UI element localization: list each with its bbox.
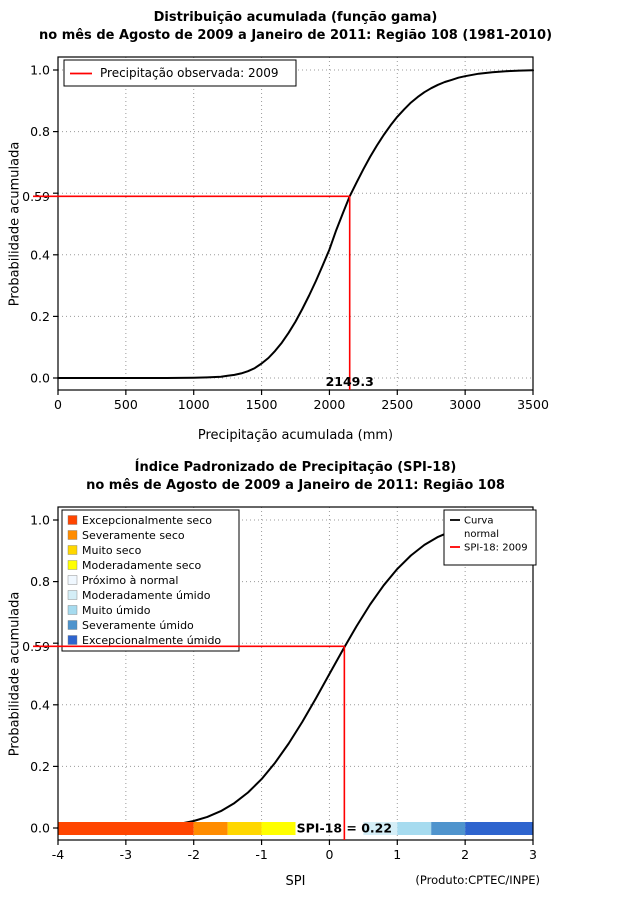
spi-category-legend-box [61, 509, 240, 652]
spi-category-label: Excepcionalmente seco [82, 514, 212, 527]
x-axis-tick-label: 3000 [449, 397, 481, 412]
spi-colorbar-segment [465, 822, 533, 835]
legend-item-label: normal [464, 529, 499, 540]
x-axis-tick-label: 0 [325, 847, 333, 862]
y-axis-tick-label: 0.8 [30, 574, 50, 589]
y-axis-tick-label: 0.0 [30, 821, 50, 836]
spi-colorbar-segment [261, 822, 296, 835]
y-axis-tick-label: 0.0 [30, 371, 50, 386]
spi-category-swatch [67, 530, 78, 540]
spi-colorbar-segment [58, 822, 194, 835]
spi-category-label: Próximo à normal [82, 574, 178, 587]
x-axis-tick-label: -1 [255, 847, 267, 862]
spi-category-label: Muito úmido [82, 604, 151, 617]
plot-border [57, 506, 534, 841]
y-axis-title: Probabilidade acumulada [7, 591, 23, 757]
x-axis-tick-label: 2 [461, 847, 469, 862]
spi-category-label: Severamente seco [82, 529, 185, 542]
x-axis-tick-label: -2 [187, 847, 199, 862]
x-axis-tick-label: 3500 [517, 397, 549, 412]
cdf-curve [57, 69, 534, 379]
spi-colorbar-segment [363, 822, 398, 835]
spi-cdf-plot: -4 -3 -2 -1 0 1 2 30.00.20.40.81.00.59Excepcion… [22, 506, 537, 862]
observed-value-label: 2149.3 [326, 374, 374, 389]
spi-category-swatch [67, 620, 78, 630]
legend-item-label: Precipitação observada: 2009 [100, 66, 278, 80]
observed-value-label: SPI-18 = 0.22 [297, 821, 392, 836]
chart-subtitle: no mês de Agosto de 2009 a Janeiro de 20… [38, 28, 553, 43]
chart-title: Distribuição acumulada (função gama) [153, 10, 438, 25]
spi-category-label: Severamente úmido [82, 619, 194, 632]
precipitation-cdf-plot: 0 500 1000 1500 2000 2500 3000 3500 0.0 0.2 0.4 0.8… [22, 56, 549, 412]
spi-colorbar-segment [397, 822, 432, 835]
legend-item-label: SPI-18: 2009 [464, 543, 528, 554]
spi-colorbar-segment [295, 822, 364, 835]
chart-title-block: Índice Padronizado de Precipitação (SPI-… [0, 459, 591, 495]
chart-subtitle: no mês de Agosto de 2009 a Janeiro de 20… [86, 478, 505, 493]
product-credit: (Produto:CPTEC/INPE) [415, 873, 540, 887]
x-axis-tick-label: 3 [529, 847, 537, 862]
spi-category-label: Moderadamente úmido [82, 589, 211, 602]
spi-category-swatch [67, 545, 78, 555]
spi-category-label: Excepcionalmente úmido [82, 634, 221, 647]
x-axis-tick-label: 2500 [381, 397, 413, 412]
x-axis-tick-label: -4 [52, 847, 65, 862]
x-axis-tick-label: 0 [54, 397, 62, 412]
spi-colorbar-segment [431, 822, 466, 835]
spi-category-swatch [67, 560, 78, 570]
y-axis-tick-label: 0.4 [30, 697, 50, 712]
spi-category-label: Muito seco [82, 544, 142, 557]
y-axis-tick-label: 0.4 [30, 247, 50, 262]
chart-title: Índice Padronizado de Precipitação (SPI-… [134, 460, 457, 475]
legend-item-label: Curva [464, 516, 493, 527]
y-axis-tick-label: 0.8 [30, 124, 50, 139]
spi-colorbar-segment [193, 822, 228, 835]
spi-category-swatch [67, 515, 78, 525]
y-axis-tick-label: 1.0 [30, 513, 50, 528]
legend-box [63, 59, 297, 87]
x-axis-tick-label: 1 [393, 847, 401, 862]
x-axis-title: SPI [285, 874, 306, 889]
spi-cdf-chart: -4 -3 -2 -1 0 1 2 3 0.0 0.2 0.4 0.8 1.0 0.59 Excepcion… [0, 450, 640, 900]
x-axis-title: Precipitação acumulada (mm) [197, 428, 394, 443]
plot-border [57, 56, 534, 391]
x-axis-tick-label: 1500 [246, 397, 278, 412]
x-axis-tick-label: 500 [114, 397, 138, 412]
x-axis-tick-label: -3 [120, 847, 132, 862]
y-axis-tick-label: 0.2 [30, 309, 50, 324]
y-axis-title: Probabilidade acumulada [7, 141, 23, 307]
y-axis-tick-label: 1.0 [30, 63, 50, 78]
x-axis-tick-label: 2000 [314, 397, 346, 412]
spi-category-swatch [67, 575, 78, 585]
spi-category-label: Moderadamente seco [82, 559, 202, 572]
spi-category-swatch [67, 590, 78, 600]
chart-title-block: Distribuição acumulada (função gama) no … [0, 9, 591, 45]
x-axis-tick-label: 1000 [178, 397, 210, 412]
spi-category-swatch [67, 635, 78, 645]
spi-colorbar-segment [227, 822, 262, 835]
precipitation-cdf-chart: 0 500 1000 1500 2000 2500 3000 3500 0.0 0.2 0.4 0.8… [0, 9, 591, 443]
y-axis-tick-label: 0.2 [30, 759, 50, 774]
spi-category-swatch [67, 605, 78, 615]
